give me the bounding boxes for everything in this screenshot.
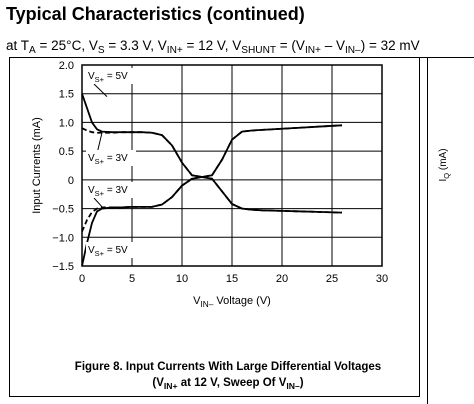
- x-axis-label: VIN– Voltage (V): [193, 295, 271, 309]
- subscript: S+: [95, 75, 105, 84]
- y-axis-label: Input Currents (mA): [31, 117, 43, 214]
- annotation-arrow: [93, 83, 108, 97]
- text-run: V: [88, 153, 95, 164]
- subscript: S+: [95, 189, 105, 198]
- x-tick-label: 5: [129, 273, 135, 285]
- plot: −1.5 −1.0 −0.5 0 0.5 1.0 1.5 2.0 0 5 10 15 20 25 30 Inp…: [31, 60, 388, 391]
- text-run: ): [300, 377, 304, 389]
- annotation: VS+ = 5V: [88, 71, 128, 84]
- x-tick-label: 30: [376, 273, 388, 285]
- text-run: = 5V: [104, 245, 128, 256]
- annotation: VS+ = 3V: [88, 153, 128, 166]
- subscript: Q: [442, 173, 451, 179]
- subscript: IN–: [201, 300, 214, 309]
- text-run: – V: [321, 38, 345, 53]
- annotation: VS+ = 3V: [88, 185, 128, 198]
- next-panel-y-label: IQ (mA): [438, 148, 451, 181]
- x-tick-label: 20: [276, 273, 288, 285]
- text-run: V: [193, 295, 201, 307]
- text-run: V: [88, 71, 95, 82]
- figure-caption: Figure 8. Input Currents With Large Diff…: [75, 361, 381, 373]
- y-tick-label: 0: [68, 175, 74, 187]
- annotation-box: [86, 68, 136, 84]
- annotation: VS+ = 5V: [88, 245, 128, 258]
- y-tick-label: 1.0: [59, 117, 74, 129]
- series-line: [81, 176, 343, 232]
- text-run: = 3V: [104, 185, 128, 196]
- y-tick-label: 0.5: [59, 146, 74, 158]
- text-run: = (V: [276, 38, 305, 53]
- text-run: (mA): [438, 148, 449, 172]
- x-tick-label: 15: [226, 273, 238, 285]
- annotation-box: [86, 182, 136, 198]
- text-run: = 12 V, V: [183, 38, 241, 53]
- text-run: = 25°C, V: [36, 38, 98, 53]
- text-run: at T: [6, 38, 29, 53]
- text-run: = 5V: [104, 71, 128, 82]
- text-run: Voltage (V): [213, 295, 270, 307]
- text-run: V: [88, 185, 95, 196]
- annotation-box: [86, 150, 136, 166]
- conditions: at TA = 25°C, VS = 3.3 V, VIN+ = 12 V, V…: [6, 38, 420, 56]
- y-tick-label: 1.5: [59, 89, 74, 101]
- subscript: SHUNT: [241, 45, 276, 56]
- subscript: A: [29, 45, 36, 56]
- text-run: V: [88, 245, 95, 256]
- text-run: (V: [152, 377, 164, 389]
- x-tick-label: 10: [176, 273, 188, 285]
- subscript: S: [98, 45, 105, 56]
- x-tick-label: 25: [326, 273, 338, 285]
- section-title: Typical Characteristics (continued): [6, 4, 305, 24]
- text-run: at 12 V, Sweep Of V: [178, 377, 287, 389]
- x-tick-label: 0: [79, 273, 85, 285]
- subscript: IN+: [305, 45, 321, 56]
- plot-frame: [81, 64, 383, 267]
- text-run: = 3.3 V, V: [105, 38, 167, 53]
- subscript: IN–: [286, 381, 300, 391]
- subscript: IN+: [164, 381, 178, 391]
- annotation-box: [86, 242, 136, 258]
- subscript: IN–: [345, 45, 361, 56]
- figure-caption: (VIN+ at 12 V, Sweep Of VIN–): [152, 377, 303, 391]
- text-run: = 3V: [104, 153, 128, 164]
- subscript: S+: [95, 249, 105, 258]
- text-run: Figure 8. Input Currents With Large Diff…: [75, 361, 381, 373]
- subscript: IN+: [167, 45, 183, 56]
- y-tick-label: −1.0: [52, 232, 74, 244]
- text-run: ) = 32 mV: [361, 38, 420, 53]
- y-tick-label: −0.5: [52, 204, 74, 216]
- text-run: I: [438, 179, 449, 182]
- subscript: S+: [95, 157, 105, 166]
- annotation-arrow: [93, 197, 103, 208]
- figure-frame: [9, 57, 420, 397]
- text-run: Input Currents (mA): [31, 117, 43, 214]
- y-tick-label: −1.5: [52, 261, 74, 273]
- y-tick-label: 2.0: [59, 60, 74, 72]
